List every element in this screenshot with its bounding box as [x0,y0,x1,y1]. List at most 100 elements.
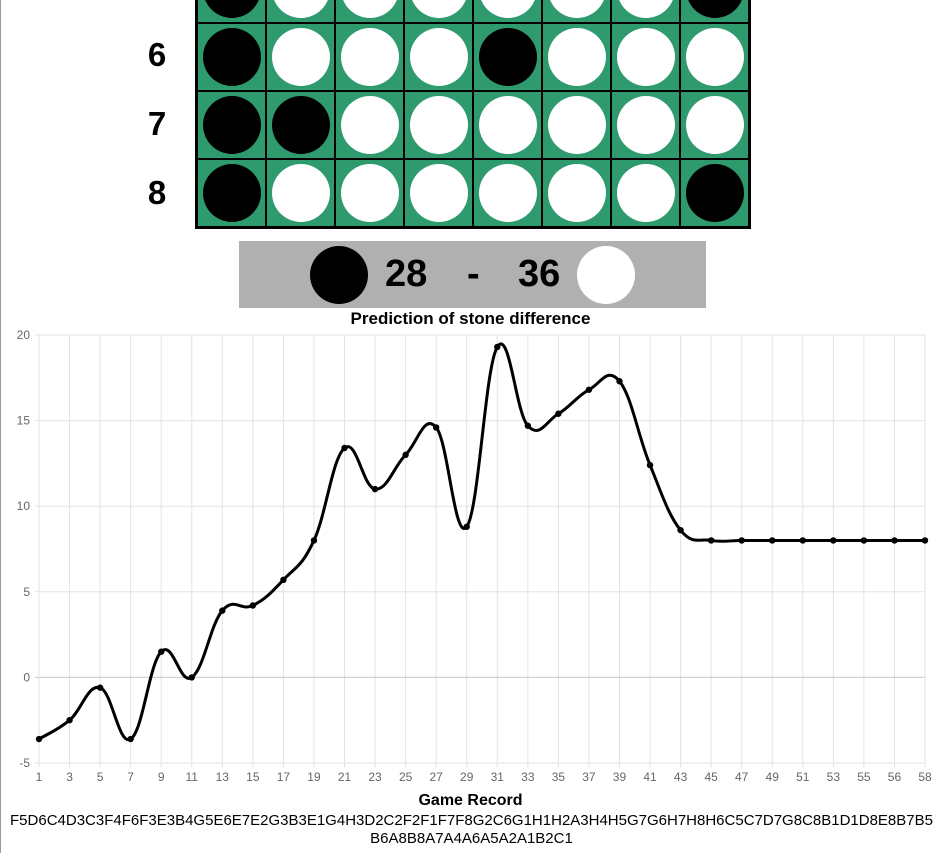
data-point [219,607,226,614]
white-stone-icon [271,28,330,86]
board-cell[interactable] [404,23,473,91]
x-tick-label: 1 [36,770,43,784]
data-point [280,576,287,584]
white-stone-icon [547,164,606,222]
board-cell[interactable] [197,23,266,91]
white-stone-icon [616,164,675,222]
board-cell[interactable] [542,159,611,227]
x-tick-label: 56 [888,770,902,784]
board-cell[interactable] [680,159,749,227]
x-tick-label: 7 [127,770,134,784]
x-tick-label: 51 [796,770,810,784]
data-point [249,602,257,609]
score-bar: 28 - 36 [239,241,706,308]
board-cell[interactable] [266,0,335,23]
board-cell[interactable] [266,91,335,159]
board-cell[interactable] [542,0,611,23]
x-tick-label: 15 [246,770,260,784]
x-tick-label: 49 [766,770,780,784]
y-tick-label: 0 [23,670,30,684]
data-point [677,526,684,534]
x-tick-label: 35 [552,770,566,784]
white-stone-icon [478,96,537,154]
board-cell[interactable] [197,0,266,23]
row-label: 8 [147,174,167,211]
x-tick-label: 17 [277,770,291,784]
board-cell[interactable] [266,159,335,227]
data-point [463,523,470,530]
white-stone-icon [685,96,744,154]
othello-board[interactable] [195,0,751,229]
y-tick-label: -5 [19,756,30,770]
data-point [341,444,348,452]
board-cell[interactable] [611,0,680,23]
data-point [402,451,409,459]
data-point [555,410,562,417]
black-score: 28 [385,253,428,295]
black-stone-icon [202,28,261,86]
y-tick-label: 10 [17,499,31,513]
board-cell[interactable] [611,91,680,159]
board-cell[interactable] [404,0,473,23]
row-label: 6 [147,36,167,73]
score-separator: - [467,253,480,295]
data-point [96,684,104,691]
x-tick-label: 11 [186,770,199,784]
x-tick-label: 31 [491,770,505,784]
chart-title: Prediction of stone difference [350,309,591,328]
x-tick-label: 41 [643,770,657,784]
x-tick-label: 13 [216,770,230,784]
board-cell[interactable] [473,0,542,23]
board-cell[interactable] [542,91,611,159]
board-cell[interactable] [335,91,404,159]
data-point [127,735,134,743]
white-stone-icon [616,0,675,18]
board-cell[interactable] [473,91,542,159]
white-stone-icon [271,164,330,222]
board-cell[interactable] [335,23,404,91]
board-cell[interactable] [680,23,749,91]
x-tick-label: 39 [613,770,627,784]
white-stone-icon [409,0,468,18]
series-line [38,342,925,741]
board-cell[interactable] [473,159,542,227]
x-tick-label: 19 [307,770,321,784]
x-tick-label: 27 [429,770,443,784]
board-cell[interactable] [611,23,680,91]
black-stone-icon [202,164,261,222]
board-cell[interactable] [404,91,473,159]
white-stone-icon [547,96,606,154]
x-tick-label: 3 [66,770,73,784]
x-tick-label: 53 [827,770,841,784]
white-stone-icon [340,28,399,86]
x-tick-label: 29 [460,770,474,784]
white-stone-icon [409,96,468,154]
board-cell[interactable] [680,91,749,159]
board-cell[interactable] [197,159,266,227]
board-cell[interactable] [680,0,749,23]
x-tick-label: 47 [735,770,749,784]
white-stone-icon [478,0,537,18]
white-stone-icon [547,28,606,86]
board-cell[interactable] [335,0,404,23]
data-point [494,343,501,351]
data-point [432,424,440,431]
board-cell[interactable] [611,159,680,227]
data-point [66,717,73,724]
board-cell[interactable] [335,159,404,227]
data-point [188,674,195,681]
game-record-moves[interactable]: F5D6C4D3C3F4F6F3E3B4G5E6E7E2G3B3E1G4H3D2… [10,812,933,847]
board-cell[interactable] [197,91,266,159]
x-tick-label: 43 [674,770,688,784]
board-cell[interactable] [266,23,335,91]
white-stone-icon [616,28,675,86]
black-stone-icon [685,164,744,222]
row-label: 7 [147,105,167,142]
board-cell[interactable] [542,23,611,91]
data-point [585,386,593,393]
game-record-title: Game Record [418,792,523,809]
black-stone-icon [685,0,744,18]
board-cell[interactable] [473,23,542,91]
board-cell[interactable] [404,159,473,227]
x-tick-label: 55 [857,770,871,784]
